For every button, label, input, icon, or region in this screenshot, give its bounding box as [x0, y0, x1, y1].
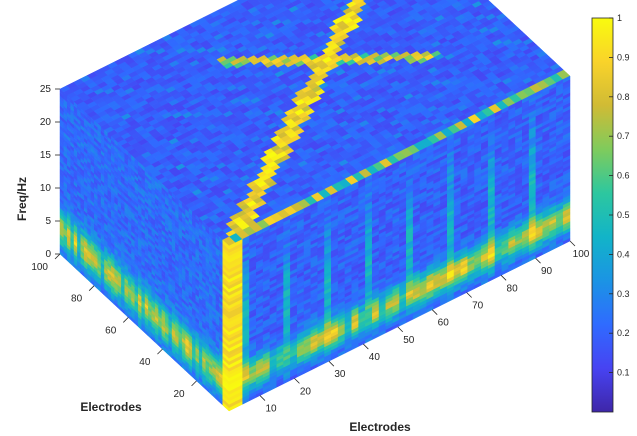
heatmap-cell: [341, 0, 346, 2]
heatmap-cell: [362, 0, 374, 5]
heatmap-cell: [447, 0, 459, 6]
heatmap-cell: [403, 0, 414, 4]
heatmap-cell: [393, 0, 404, 4]
heatmap-cell: [437, 0, 449, 6]
heatmap-cell: [330, 0, 336, 2]
heatmap-cell: [456, 0, 462, 2]
heatmap-cell: [278, 0, 288, 4]
heatmap-cell: [383, 0, 394, 4]
heatmap-cell: [260, 0, 272, 7]
heatmap-cell: [267, 0, 278, 4]
heatmap-cell: [435, 0, 443, 3]
top-face: [59, 0, 571, 247]
heatmap-cell: [424, 0, 433, 3]
heatmap-cell: [466, 0, 472, 2]
left-face: [59, 88, 230, 412]
heatmap-cell: [270, 0, 282, 7]
heatmap-cell: [301, 0, 313, 6]
heatmap-cell: [299, 0, 307, 3]
heatmap-cell: [309, 0, 317, 3]
heatmap-cell: [477, 0, 482, 2]
heatmap-cell: [311, 0, 323, 6]
heatmap-cell: [396, 0, 408, 7]
heatmap-cell: [247, 0, 259, 4]
heatmap-cell: [372, 0, 384, 4]
heatmap-cell: [332, 0, 344, 5]
heatmap-cell: [445, 0, 453, 2]
heatmap-cell: [257, 0, 269, 4]
heatmap-cell: [320, 0, 327, 2]
heatmap-cell: [288, 0, 298, 3]
heatmap-cell: [386, 0, 398, 7]
heatmap-cell: [352, 0, 364, 5]
heatmap-cell: [236, 0, 248, 5]
heatmap-cell: [414, 0, 423, 3]
heatmap-cell: [427, 0, 439, 6]
heatmap-cell: [342, 0, 354, 5]
heatmap-cell: [362, 0, 365, 1]
heatmap-cell: [321, 0, 333, 6]
heatmap-cell: [457, 0, 469, 5]
heatmap-cell: [351, 0, 356, 2]
heatmap-cell: [478, 0, 490, 5]
heatmap-cell: [468, 0, 480, 5]
